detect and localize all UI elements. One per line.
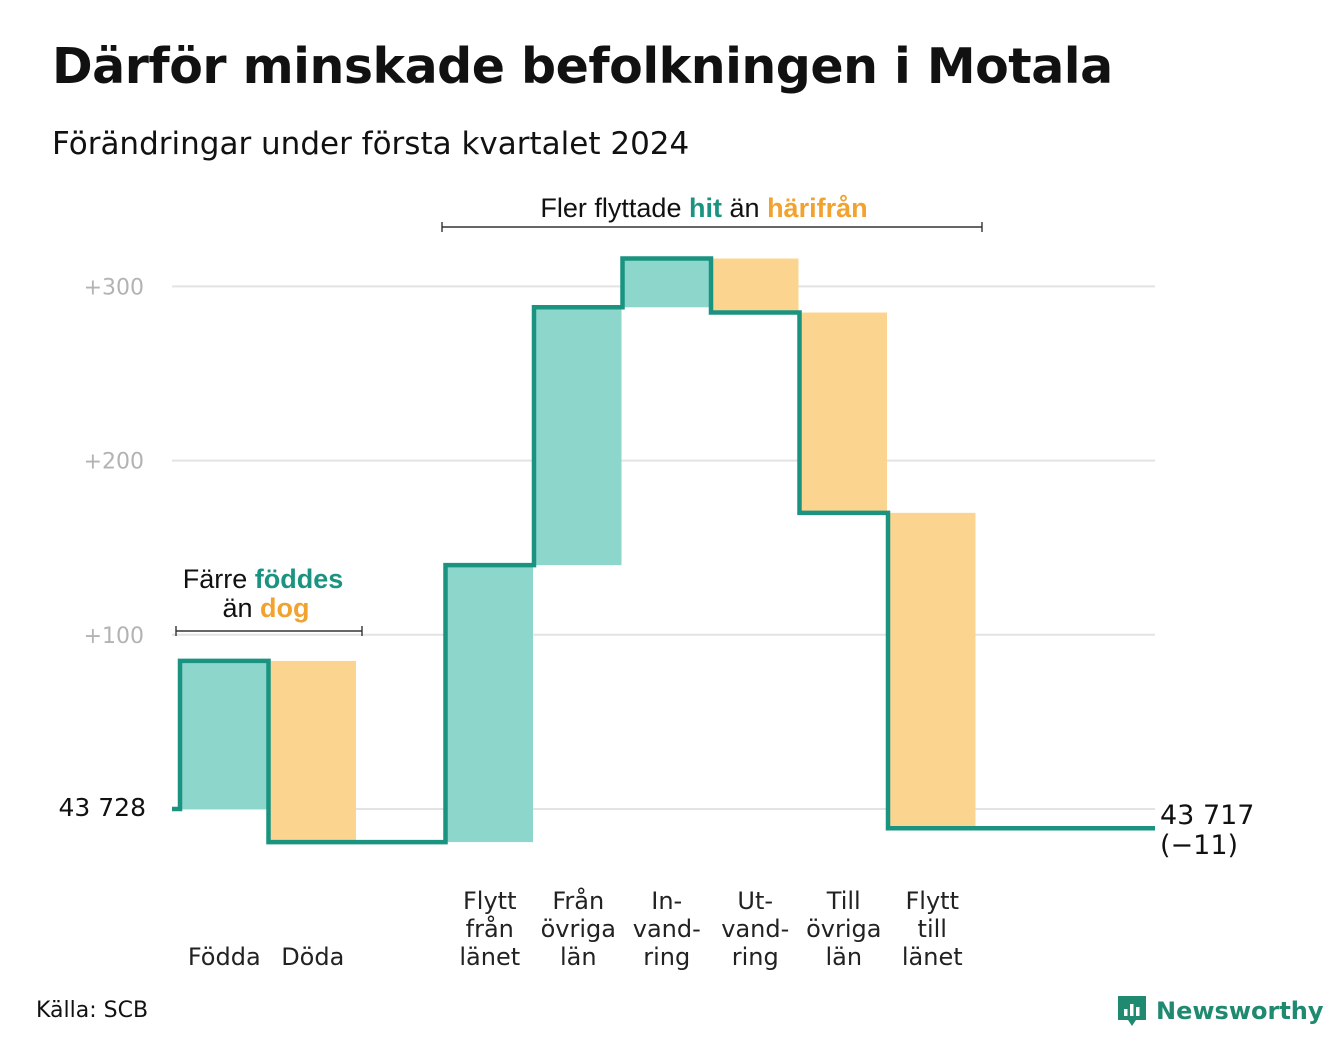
category-label: ring <box>643 943 690 971</box>
category-label: vand- <box>633 915 701 943</box>
category-label: Flytt <box>906 887 960 915</box>
annotation-births-line1: Färre föddes <box>183 564 344 594</box>
category-label: från <box>466 914 514 943</box>
category-label: Döda <box>281 943 344 971</box>
category-label: övriga <box>541 915 616 943</box>
category-label: In- <box>651 887 682 915</box>
annotation-births: Färre föddes än dog <box>175 564 363 636</box>
end-change-label: (−11) <box>1160 830 1238 861</box>
bars <box>181 258 976 843</box>
brand-logo: Newsworthy <box>1116 994 1324 1028</box>
cumulative-step-line <box>172 256 1155 845</box>
annotation-births-line2: än dog <box>222 593 309 623</box>
bar-increase <box>535 307 622 566</box>
category-label: Födda <box>188 943 261 971</box>
y-tick-label: +300 <box>84 275 144 300</box>
bar-decrease <box>800 312 887 513</box>
y-axis-ticks: +100 +200 +300 <box>84 275 144 648</box>
category-label: Från <box>552 886 604 915</box>
step-line <box>172 256 1155 845</box>
annotation-migration-text: Fler flyttade hit än härifrån <box>540 193 867 223</box>
category-label: län <box>560 943 597 971</box>
category-label: Flytt <box>463 887 517 915</box>
category-label: övriga <box>806 915 881 943</box>
chart-title: Därför minskade befolkningen i Motala <box>52 38 1113 95</box>
category-label: Ut- <box>737 887 773 915</box>
chart-subtitle: Förändringar under första kvartalet 2024 <box>52 126 690 162</box>
category-label: länet <box>459 943 520 971</box>
y-tick-label: +100 <box>84 624 144 649</box>
category-label: län <box>825 943 862 971</box>
category-label: ring <box>732 943 779 971</box>
category-label: till <box>918 915 947 943</box>
bar-decrease <box>889 512 976 829</box>
bar-decrease <box>269 660 356 843</box>
category-label: vand- <box>721 915 789 943</box>
bar-increase <box>623 258 710 308</box>
bar-increase <box>446 565 533 843</box>
end-value-label: 43 717 <box>1160 800 1254 831</box>
category-labels: Födda DödaFlyttfrånlänetFrånövrigalänIn-v… <box>188 886 963 971</box>
category-label: länet <box>902 943 963 971</box>
start-value-label: 43 728 <box>59 793 146 822</box>
annotation-migration: Fler flyttade hit än härifrån <box>441 193 983 232</box>
brand-name: Newsworthy <box>1156 997 1324 1025</box>
newsworthy-logo-icon <box>1118 996 1146 1026</box>
source-note: Källa: SCB <box>36 998 149 1023</box>
bar-increase <box>181 660 268 809</box>
bar-decrease <box>712 258 799 313</box>
category-label: Till <box>826 887 861 915</box>
y-tick-label: +200 <box>84 450 144 475</box>
